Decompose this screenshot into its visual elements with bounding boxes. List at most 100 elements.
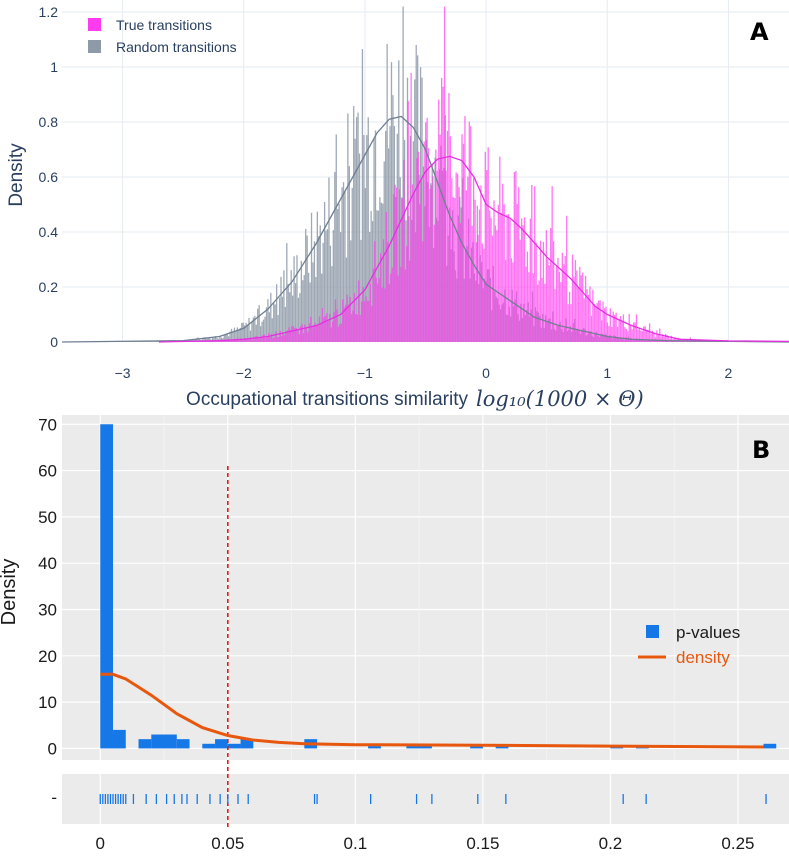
panel-b-x-tick-label: 0.15 xyxy=(466,834,499,853)
panel-b-legend: p-values density xyxy=(638,623,740,667)
histogram-bar xyxy=(243,325,246,342)
histogram-bar xyxy=(220,337,223,342)
histogram-bar xyxy=(590,331,592,342)
histogram-bar xyxy=(643,340,646,342)
histogram-bar xyxy=(291,326,293,342)
histogram-bar xyxy=(534,307,537,342)
histogram-bar xyxy=(414,79,416,342)
histogram-bar xyxy=(495,296,497,342)
histogram-bar xyxy=(483,278,486,342)
histogram-bar xyxy=(624,337,627,342)
histogram-bar xyxy=(609,308,611,342)
histogram-bar xyxy=(623,339,625,342)
histogram-bar xyxy=(574,318,576,342)
histogram-bar xyxy=(637,329,639,342)
histogram-bar xyxy=(477,234,479,342)
histogram-bar xyxy=(478,284,480,342)
histogram-bar xyxy=(457,215,460,342)
histogram-bar xyxy=(318,316,321,342)
histogram-bar xyxy=(390,62,393,343)
histogram-bar xyxy=(403,159,405,342)
histogram-bar xyxy=(320,323,322,342)
histogram-bar xyxy=(441,77,443,342)
histogram-bar xyxy=(339,324,341,342)
histogram-bar xyxy=(255,324,257,342)
histogram-bar xyxy=(494,291,496,342)
histogram-bar xyxy=(414,232,417,342)
histogram-bar xyxy=(230,340,232,342)
histogram-bar xyxy=(342,299,344,342)
histogram-bar xyxy=(363,301,366,342)
histogram-bar xyxy=(636,338,638,342)
histogram-bar xyxy=(486,170,488,342)
legend-true-swatch xyxy=(88,18,101,31)
histogram-bar xyxy=(566,215,568,342)
histogram-bar xyxy=(285,331,287,342)
histogram-bar xyxy=(471,225,473,342)
histogram-bar xyxy=(578,330,580,342)
histogram-bar xyxy=(560,329,563,342)
legend-random-swatch xyxy=(88,40,101,53)
histogram-bar xyxy=(318,236,320,342)
histogram-bar xyxy=(343,307,345,342)
histogram-bar xyxy=(589,286,591,342)
histogram-bar xyxy=(374,130,377,342)
histogram-bar xyxy=(297,297,300,342)
histogram-bar xyxy=(470,247,473,342)
histogram-bar xyxy=(472,178,475,342)
panel-a-y-tick-label: 0.6 xyxy=(39,169,59,185)
histogram-bar xyxy=(401,197,403,342)
histogram-bar xyxy=(536,311,538,342)
legend-true-label: True transitions xyxy=(116,17,212,33)
histogram-bar xyxy=(604,334,606,342)
histogram-bar xyxy=(511,289,513,342)
histogram-bar xyxy=(504,289,506,342)
histogram-bar xyxy=(362,287,364,342)
histogram-bar xyxy=(241,323,243,342)
histogram-bar xyxy=(295,327,297,342)
legend-density-label: density xyxy=(676,648,730,667)
histogram-bar xyxy=(265,307,268,342)
histogram-bar xyxy=(576,328,579,342)
histogram-bar xyxy=(430,183,432,342)
histogram-bar xyxy=(453,251,455,342)
histogram-bar xyxy=(569,326,571,342)
legend-pvalues-label: p-values xyxy=(676,623,740,642)
histogram-bar xyxy=(405,220,407,342)
histogram-bar xyxy=(500,212,502,342)
histogram-bar xyxy=(301,324,303,342)
histogram-bar xyxy=(427,182,429,342)
histogram-bar xyxy=(278,336,280,342)
histogram-bar xyxy=(375,277,377,342)
histogram-bar xyxy=(250,337,252,342)
histogram-bar xyxy=(218,340,220,342)
histogram-bar xyxy=(372,268,374,342)
histogram-bar xyxy=(550,228,552,342)
histogram-bar xyxy=(601,333,603,342)
histogram-bar xyxy=(523,217,526,342)
histogram-bar xyxy=(221,341,223,342)
histogram-bar xyxy=(388,283,390,342)
histogram-bar xyxy=(662,334,664,342)
histogram-bar xyxy=(475,242,478,342)
histogram-bar xyxy=(464,116,466,342)
histogram-bar xyxy=(326,229,329,342)
histogram-bar xyxy=(487,147,489,342)
histogram-bar xyxy=(212,337,214,342)
histogram-bar xyxy=(310,212,313,342)
histogram-bar xyxy=(648,323,651,342)
panel-b-x-tick-label: 0.1 xyxy=(344,834,368,853)
histogram-bar xyxy=(499,309,502,342)
histogram-bar xyxy=(196,338,198,342)
histogram-bar xyxy=(517,314,519,342)
histogram-bar xyxy=(485,281,487,342)
histogram-bar xyxy=(436,170,438,342)
histogram-bar xyxy=(412,141,414,342)
histogram-bar xyxy=(270,333,273,342)
histogram-bar xyxy=(374,241,376,342)
histogram-bar xyxy=(223,335,225,342)
histogram-bar xyxy=(599,300,601,342)
histogram-bar xyxy=(466,246,468,342)
histogram-bar xyxy=(484,151,486,342)
